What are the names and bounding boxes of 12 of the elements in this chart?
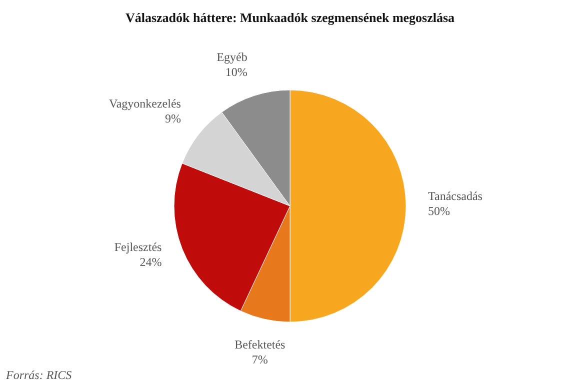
data-label: 24% — [140, 254, 162, 269]
slice-label: Befektetés — [234, 338, 286, 352]
slice-label: Fejlesztés — [114, 240, 162, 254]
data-label: 10% — [225, 64, 248, 79]
data-label: 7% — [252, 352, 268, 367]
text: Forrás: RICS — [5, 368, 72, 382]
data-label: 9% — [164, 111, 181, 126]
chart-title: Válaszadók háttere: Munkaadók szegmensének megoszlása — [125, 10, 456, 25]
data-label: 50% — [428, 204, 450, 218]
slice-label: Vagyonkezelés — [108, 96, 182, 110]
slice-label: Tanácsadás — [428, 189, 483, 203]
slice-label: Egyéb — [216, 50, 248, 64]
